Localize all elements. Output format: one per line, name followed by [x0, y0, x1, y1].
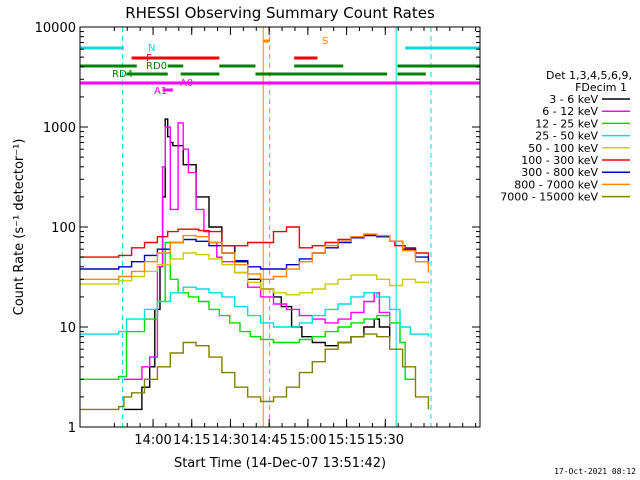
- series-line-7: [80, 233, 430, 280]
- y-axis-label: Count Rate (s⁻¹ detector⁻¹): [12, 139, 27, 316]
- x-tick-label-2: 14:30: [212, 433, 249, 448]
- legend-label-2: 12 - 25 keV: [535, 117, 598, 130]
- series-line-6: [80, 234, 430, 270]
- chart-title: RHESSI Observing Summary Count Rates: [125, 4, 435, 22]
- y-tick-label-0: 1: [68, 421, 76, 436]
- legend-header-line-1: Det 1,3,4,5,6,9,: [546, 69, 632, 82]
- axis-ticks: 14:00 14:15 14:30 14:45 15:00 15:15 15:30 1 10 10…: [35, 21, 480, 448]
- legend-label-4: 50 - 100 keV: [528, 142, 598, 155]
- y-tick-label-3: 1000: [43, 121, 76, 136]
- x-tick-label-0: 14:00: [134, 433, 171, 448]
- series-line-4: [80, 252, 430, 296]
- flag-label-rd4: RD4: [112, 69, 133, 80]
- flag-label-saa: S: [322, 36, 328, 47]
- x-tick-label-6: 15:30: [367, 433, 404, 448]
- flag-label-flare: F: [146, 53, 152, 64]
- legend-label-6: 300 - 800 keV: [521, 166, 598, 179]
- y-tick-label-4: 10000: [35, 21, 76, 36]
- plot-area: NF S RD0 RD4 A0 A1: [79, 27, 480, 427]
- legend-label-8: 7000 - 15000 keV: [500, 191, 598, 204]
- legend-label-3: 25 - 50 keV: [535, 130, 598, 143]
- x-tick-label-5: 15:15: [328, 433, 365, 448]
- x-tick-label-4: 15:00: [289, 433, 326, 448]
- legend-label-1: 6 - 12 keV: [542, 105, 598, 118]
- legend-label-5: 100 - 300 keV: [521, 154, 598, 167]
- series-line-8: [80, 333, 430, 411]
- legend-label-0: 3 - 6 keV: [549, 93, 598, 106]
- y-tick-label-2: 100: [51, 221, 76, 236]
- legend-header-line-2: FDecim 1: [575, 81, 627, 94]
- flag-label-rd0: RD0: [146, 61, 167, 72]
- flag-label-a0: A0: [180, 78, 193, 89]
- flag-label-night: N: [148, 43, 155, 54]
- y-axis-label-text: Count Rate (s⁻¹ detector⁻¹): [12, 139, 27, 316]
- legend-label-7: 800 - 7000 keV: [514, 178, 598, 191]
- footer-date: 17-Oct-2021 08:12: [554, 467, 636, 476]
- flag-label-a1: A1: [154, 86, 167, 97]
- y-tick-label-1: 10: [59, 321, 76, 336]
- x-tick-label-1: 14:15: [173, 433, 210, 448]
- series-line-3: [80, 286, 430, 337]
- x-tick-label-3: 14:45: [250, 433, 287, 448]
- x-axis-label: Start Time (14-Dec-07 13:51:42): [174, 456, 386, 471]
